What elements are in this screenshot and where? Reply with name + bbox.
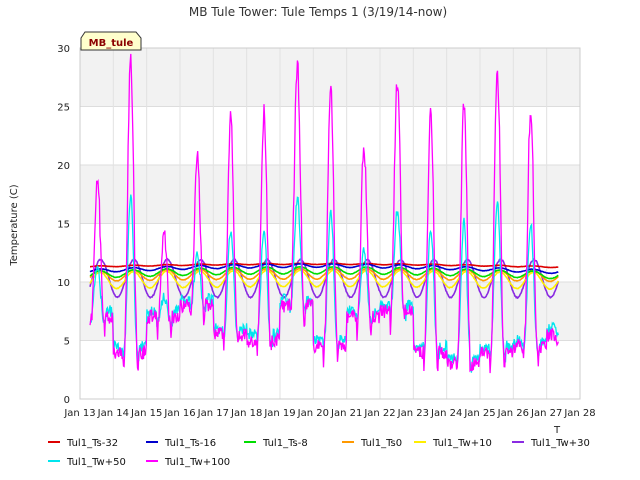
x-tick-label: Jan 17 [197,408,229,419]
x-tick-label: Jan 18 [230,408,262,419]
x-tick-label: Jan 27 [530,408,562,419]
legend-label: Tul1_Tw+30 [530,438,590,449]
badge-label: MB_tule [89,38,134,49]
y-tick-label: 25 [57,103,70,114]
legend-label: Tul1_Tw+100 [164,457,230,468]
site-badge: MB_tule [80,31,142,51]
legend-label: Tul1_Ts-32 [66,438,118,449]
x-tick-label: Jan 21 [330,408,362,419]
x-axis: Jan 13 Jan 14 Jan 15 Jan 16 Jan 17 Jan 18 Jan … [63,408,595,419]
x-tick-label: Jan 23 [397,408,429,419]
y-tick-label: 20 [57,161,70,172]
plot-frame [79,47,581,400]
series-line-Tul1_Tw+30 [89,257,560,300]
x-tick-label: Jan 20 [297,408,329,419]
legend: Tul1_Ts-32 Tul1_Ts-16 Tul1_Ts-8 Tul1_Ts0 Tul… [48,438,590,468]
x-tick-label: Jan 15 [130,408,162,419]
plot-band [80,282,580,341]
series-line-Tul1_Ts-8 [89,265,559,280]
y-axis-label: Temperature (C) [9,184,20,266]
chart-title: MB Tule Tower: Tule Temps 1 (3/19/14-now… [189,5,447,19]
y-tick-label: 0 [64,395,70,406]
x-tick-label: Jan 26 [497,408,529,419]
x-tick-label: Jan 16 [163,408,195,419]
x-tick-label: Jan 14 [97,408,129,419]
y-tick-label: 10 [57,278,70,289]
y-tick-label: 30 [57,44,70,55]
x-tick-label: Jan 25 [463,408,495,419]
x-axis-label-fragment: T [553,425,561,436]
x-tick-label: Jan 13 [63,408,95,419]
series-line-Tul1_Ts-16 [89,263,559,275]
series-line-Tul1_Tw+100 [89,53,559,374]
legend-label: Tul1_Ts-16 [164,438,216,449]
x-tick-label: Jan 22 [363,408,395,419]
y-axis: 0 5 10 15 20 25 30 [57,44,70,406]
legend-label: Tul1_Tw+10 [432,438,492,449]
x-tick-label: Jan 24 [430,408,462,419]
legend-label: Tul1_Ts0 [360,438,402,449]
series-group [89,53,560,374]
series-line-Tul1_Tw+10 [89,268,560,291]
x-tick-label: Jan 19 [263,408,295,419]
y-tick-label: 5 [64,337,70,348]
badge-shape [80,31,142,51]
x-tick-label: Jan 28 [563,408,595,419]
series-line-Tul1_Ts-32 [90,262,559,269]
legend-label: Tul1_Ts-8 [262,438,308,449]
y-tick-label: 15 [57,220,70,231]
legend-label: Tul1_Tw+50 [66,457,126,468]
